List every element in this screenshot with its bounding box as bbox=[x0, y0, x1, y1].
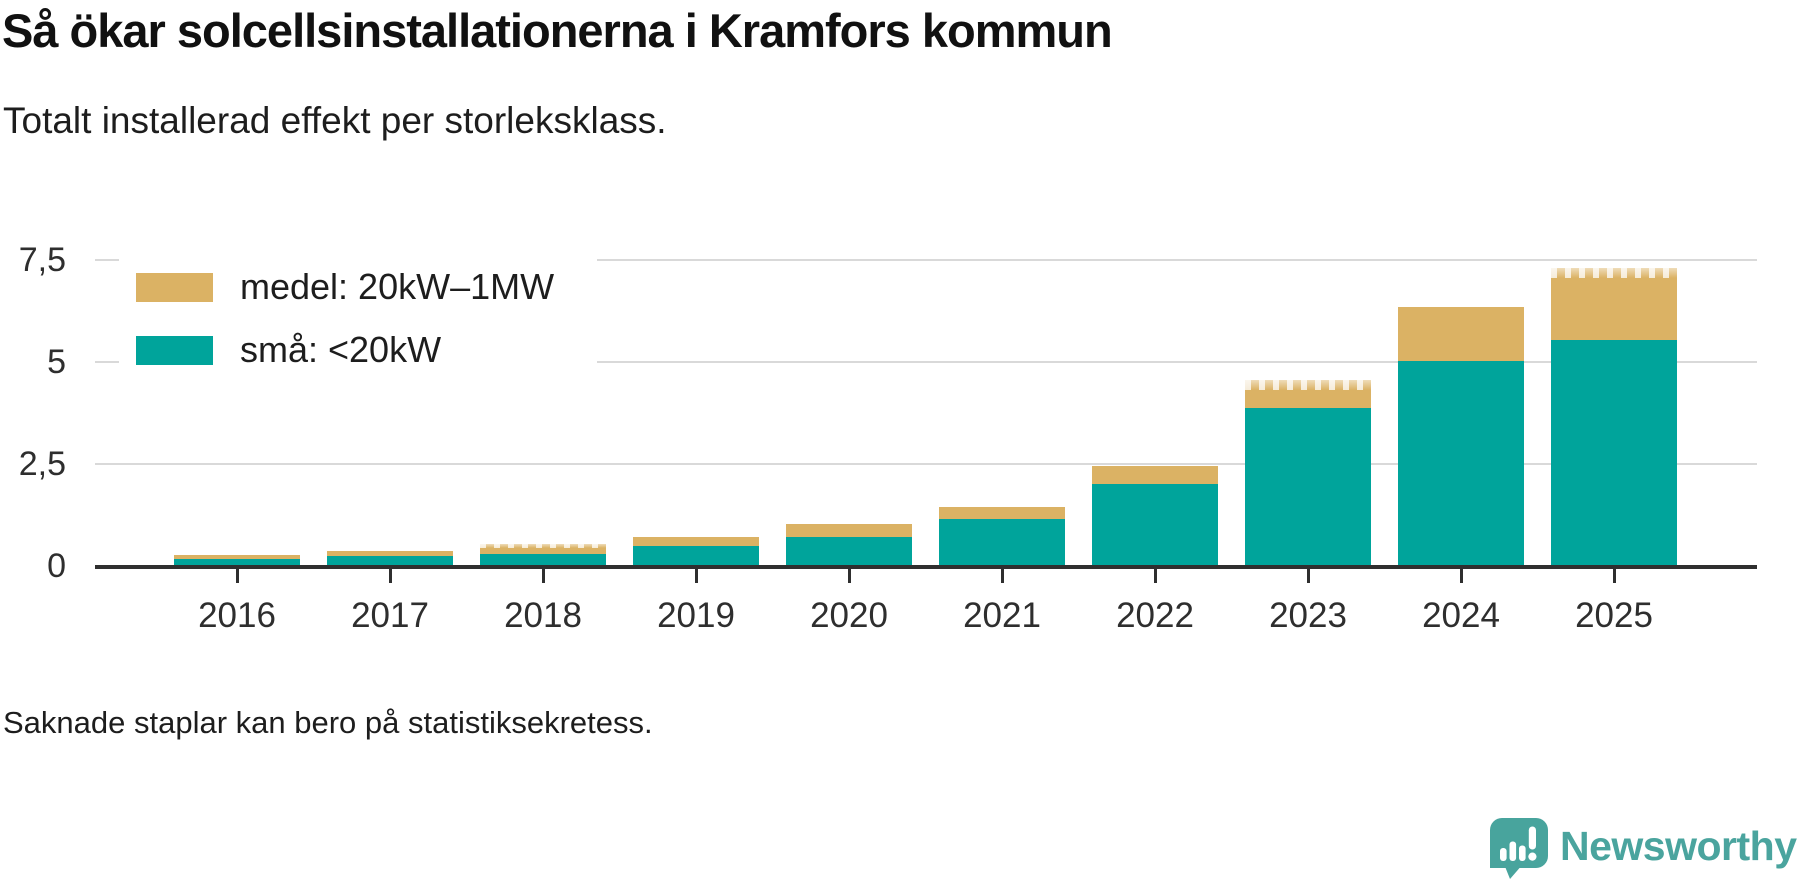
bar-segment-sma-2016 bbox=[174, 559, 300, 567]
bar-segment-medel-2025 bbox=[1551, 268, 1677, 340]
y-tick-label-0: 0 bbox=[47, 547, 66, 585]
y-tick-label-2,5: 2,5 bbox=[18, 445, 66, 483]
x-tick-label-2022: 2022 bbox=[1116, 596, 1194, 635]
x-tick-2019 bbox=[694, 569, 698, 583]
bar-segment-medel-2016 bbox=[174, 554, 300, 560]
bar-segment-sma-2022 bbox=[1092, 484, 1218, 567]
bar-segment-sma-2024 bbox=[1398, 361, 1524, 567]
bar-segment-medel-2021 bbox=[939, 507, 1065, 519]
bar-segment-medel-2019 bbox=[633, 537, 759, 547]
x-tick-label-2023: 2023 bbox=[1269, 596, 1347, 635]
bar-segment-medel-2024 bbox=[1398, 306, 1524, 362]
newsworthy-logo: Newsworthy bbox=[1490, 818, 1798, 879]
gridline-7,5 bbox=[95, 259, 1757, 261]
x-tick-2021 bbox=[1000, 569, 1004, 583]
footnote: Saknade staplar kan bero på statistiksek… bbox=[3, 705, 653, 740]
x-tick-label-2025: 2025 bbox=[1575, 596, 1653, 635]
x-tick-label-2020: 2020 bbox=[810, 596, 888, 635]
bar-segment-sma-2025 bbox=[1551, 339, 1677, 567]
bar-segment-sma-2020 bbox=[786, 536, 912, 567]
bar-segment-medel-2020 bbox=[786, 524, 912, 537]
y-tick-label-5: 5 bbox=[47, 343, 66, 381]
legend-swatch-sma bbox=[136, 335, 213, 365]
x-tick-label-2018: 2018 bbox=[504, 596, 582, 635]
legend-label-medel: medel: 20kW–1MW bbox=[240, 266, 555, 307]
x-tick-2023 bbox=[1306, 569, 1310, 583]
bar-segment-medel-2022 bbox=[1092, 466, 1218, 485]
legend: medel: 20kW–1MW små: <20kW bbox=[119, 254, 597, 383]
legend-swatch-medel bbox=[136, 272, 213, 302]
x-tick-2020 bbox=[847, 569, 851, 583]
x-tick-2024 bbox=[1459, 569, 1463, 583]
bar-segment-sma-2023 bbox=[1245, 407, 1371, 567]
bar-segment-medel-2018 bbox=[480, 543, 606, 554]
newsworthy-wordmark: Newsworthy bbox=[1560, 823, 1797, 869]
bar-segment-sma-2021 bbox=[939, 519, 1065, 567]
legend-item-medel: medel: 20kW–1MW bbox=[136, 268, 597, 306]
page-title: Så ökar solcellsinstallationerna i Kramf… bbox=[2, 4, 1113, 57]
x-tick-2017 bbox=[388, 569, 392, 583]
bar-segment-sma-2018 bbox=[480, 553, 606, 567]
legend-label-sma: små: <20kW bbox=[240, 329, 442, 370]
gridline-2,5 bbox=[95, 463, 1757, 465]
legend-item-sma: små: <20kW bbox=[136, 331, 597, 369]
hatch-pattern-2018 bbox=[480, 543, 606, 548]
x-tick-label-2016: 2016 bbox=[198, 596, 276, 635]
newsworthy-bubble-chart-icon bbox=[1490, 818, 1548, 879]
x-tick-label-2017: 2017 bbox=[351, 596, 429, 635]
gridline-5 bbox=[95, 361, 1757, 363]
y-tick-label-7,5: 7,5 bbox=[18, 241, 66, 279]
bar-segment-medel-2023 bbox=[1245, 380, 1371, 408]
x-tick-label-2019: 2019 bbox=[657, 596, 735, 635]
x-tick-2016 bbox=[235, 569, 239, 583]
x-tick-2018 bbox=[541, 569, 545, 583]
bar-segment-medel-2017 bbox=[327, 550, 453, 557]
bar-segment-sma-2017 bbox=[327, 556, 453, 567]
hatch-pattern-2025 bbox=[1551, 268, 1677, 279]
x-axis-line bbox=[95, 565, 1757, 569]
x-tick-label-2024: 2024 bbox=[1422, 596, 1500, 635]
chart-subtitle: Totalt installerad effekt per storlekskl… bbox=[3, 100, 667, 141]
x-tick-2025 bbox=[1612, 569, 1616, 583]
x-tick-2022 bbox=[1153, 569, 1157, 583]
x-tick-label-2021: 2021 bbox=[963, 596, 1041, 635]
hatch-pattern-2023 bbox=[1245, 380, 1371, 391]
bar-segment-sma-2019 bbox=[633, 546, 759, 567]
